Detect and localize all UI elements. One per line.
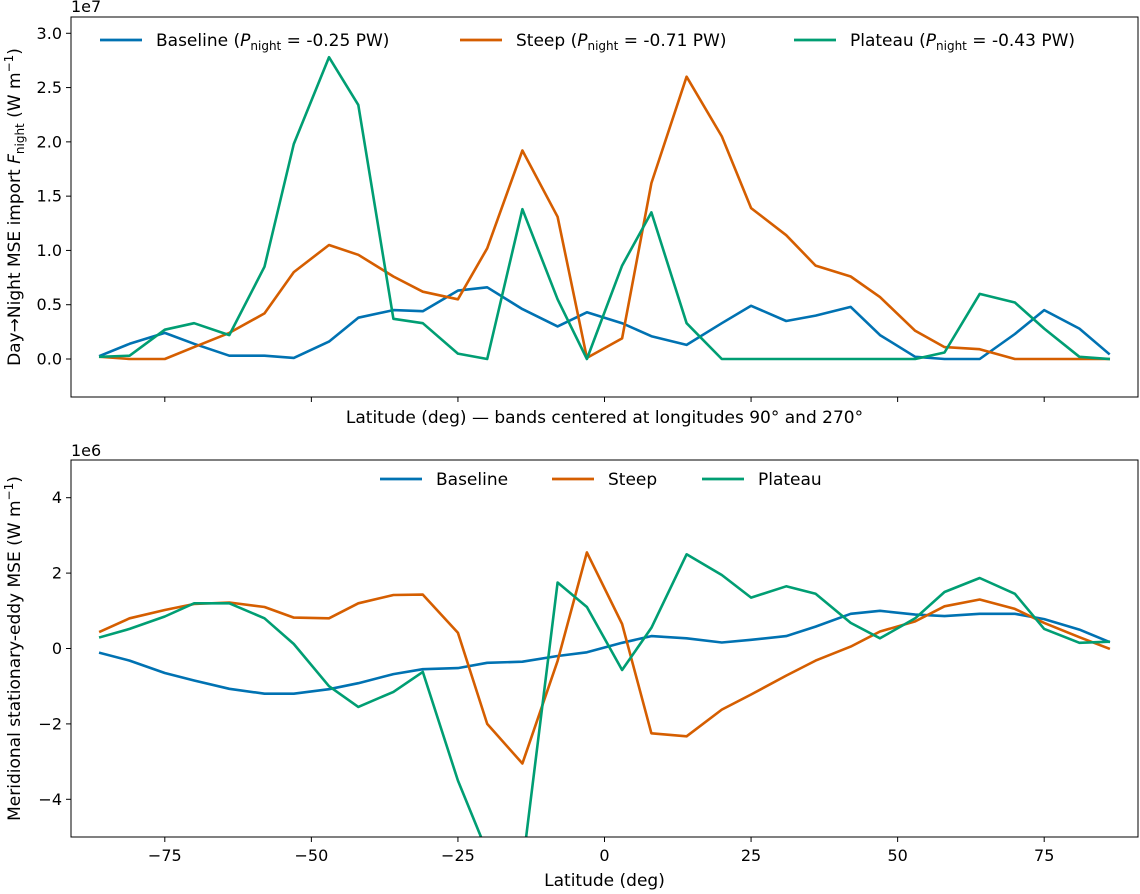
top-y-axis-label: Day→Night MSE import Fnight (W m−1) <box>2 48 27 366</box>
series-line-plateau <box>98 552 1111 837</box>
y-tick-label: 2.0 <box>37 132 62 151</box>
y-tick-label: 2 <box>52 564 62 583</box>
y-tick-label: 0.0 <box>37 350 62 369</box>
bottom-offset-text: 1e6 <box>71 441 101 460</box>
top-x-axis-label: Latitude (deg) — bands centered at longi… <box>346 408 863 428</box>
top-plot-frame <box>70 16 1139 398</box>
y-tick-label: −2 <box>38 714 62 733</box>
y-tick-label: 2.5 <box>37 78 62 97</box>
series-line-steep <box>98 551 1111 765</box>
series-line-steep <box>98 75 1110 361</box>
y-tick-label: 4 <box>52 488 62 507</box>
x-tick-label: 75 <box>1034 846 1054 865</box>
legend-label-plateau: Plateau <box>758 470 822 490</box>
top-axis-ticks: 0.0 0.5 1.0 1.5 2.0 2.5 3.0 <box>37 24 1045 402</box>
bottom-legend: Baseline Steep Plateau <box>380 470 822 490</box>
top-series-group <box>98 55 1111 361</box>
bottom-axis-ticks: −4 −2 0 2 4 −75 −50 −25 0 25 50 75 <box>38 488 1054 865</box>
legend-label-baseline: Baseline (Pnight = -0.25 PW) <box>156 31 389 53</box>
series-line-plateau <box>98 55 1111 361</box>
y-tick-label: 0 <box>52 639 62 658</box>
x-tick-label: 50 <box>887 846 907 865</box>
bottom-series-group <box>98 551 1111 837</box>
x-tick-label: −75 <box>148 846 182 865</box>
x-tick-label: 25 <box>741 846 761 865</box>
top-panel: 0.0 0.5 1.0 1.5 2.0 2.5 3.0 1e7 Latitude (deg)… <box>2 0 1139 428</box>
y-tick-label: 1.0 <box>37 241 62 260</box>
y-tick-label: 1.5 <box>37 187 62 206</box>
y-tick-label: 3.0 <box>37 24 62 43</box>
bottom-x-axis-label: Latitude (deg) <box>544 871 665 891</box>
top-legend: Baseline (Pnight = -0.25 PW) Steep (Pnigh… <box>100 31 1075 53</box>
bottom-y-axis-label: Meridional stationary-eddy MSE (W m−1) <box>2 476 25 821</box>
x-tick-label: −50 <box>294 846 328 865</box>
bottom-plot-frame <box>70 459 1139 838</box>
legend-label-steep: Steep (Pnight = -0.71 PW) <box>516 31 726 53</box>
series-line-baseline <box>98 285 1111 361</box>
x-tick-label: 0 <box>599 846 609 865</box>
series-line-baseline <box>98 609 1111 696</box>
bottom-panel: −4 −2 0 2 4 −75 −50 −25 0 25 50 75 1e6 Latitude (de… <box>2 441 1139 891</box>
top-offset-text: 1e7 <box>71 0 101 16</box>
legend-label-steep: Steep <box>608 470 657 490</box>
y-tick-label: 0.5 <box>37 295 62 314</box>
y-tick-label: −4 <box>38 790 62 809</box>
legend-label-baseline: Baseline <box>436 470 508 490</box>
x-tick-label: −25 <box>441 846 475 865</box>
legend-label-plateau: Plateau (Pnight = -0.43 PW) <box>850 31 1075 53</box>
